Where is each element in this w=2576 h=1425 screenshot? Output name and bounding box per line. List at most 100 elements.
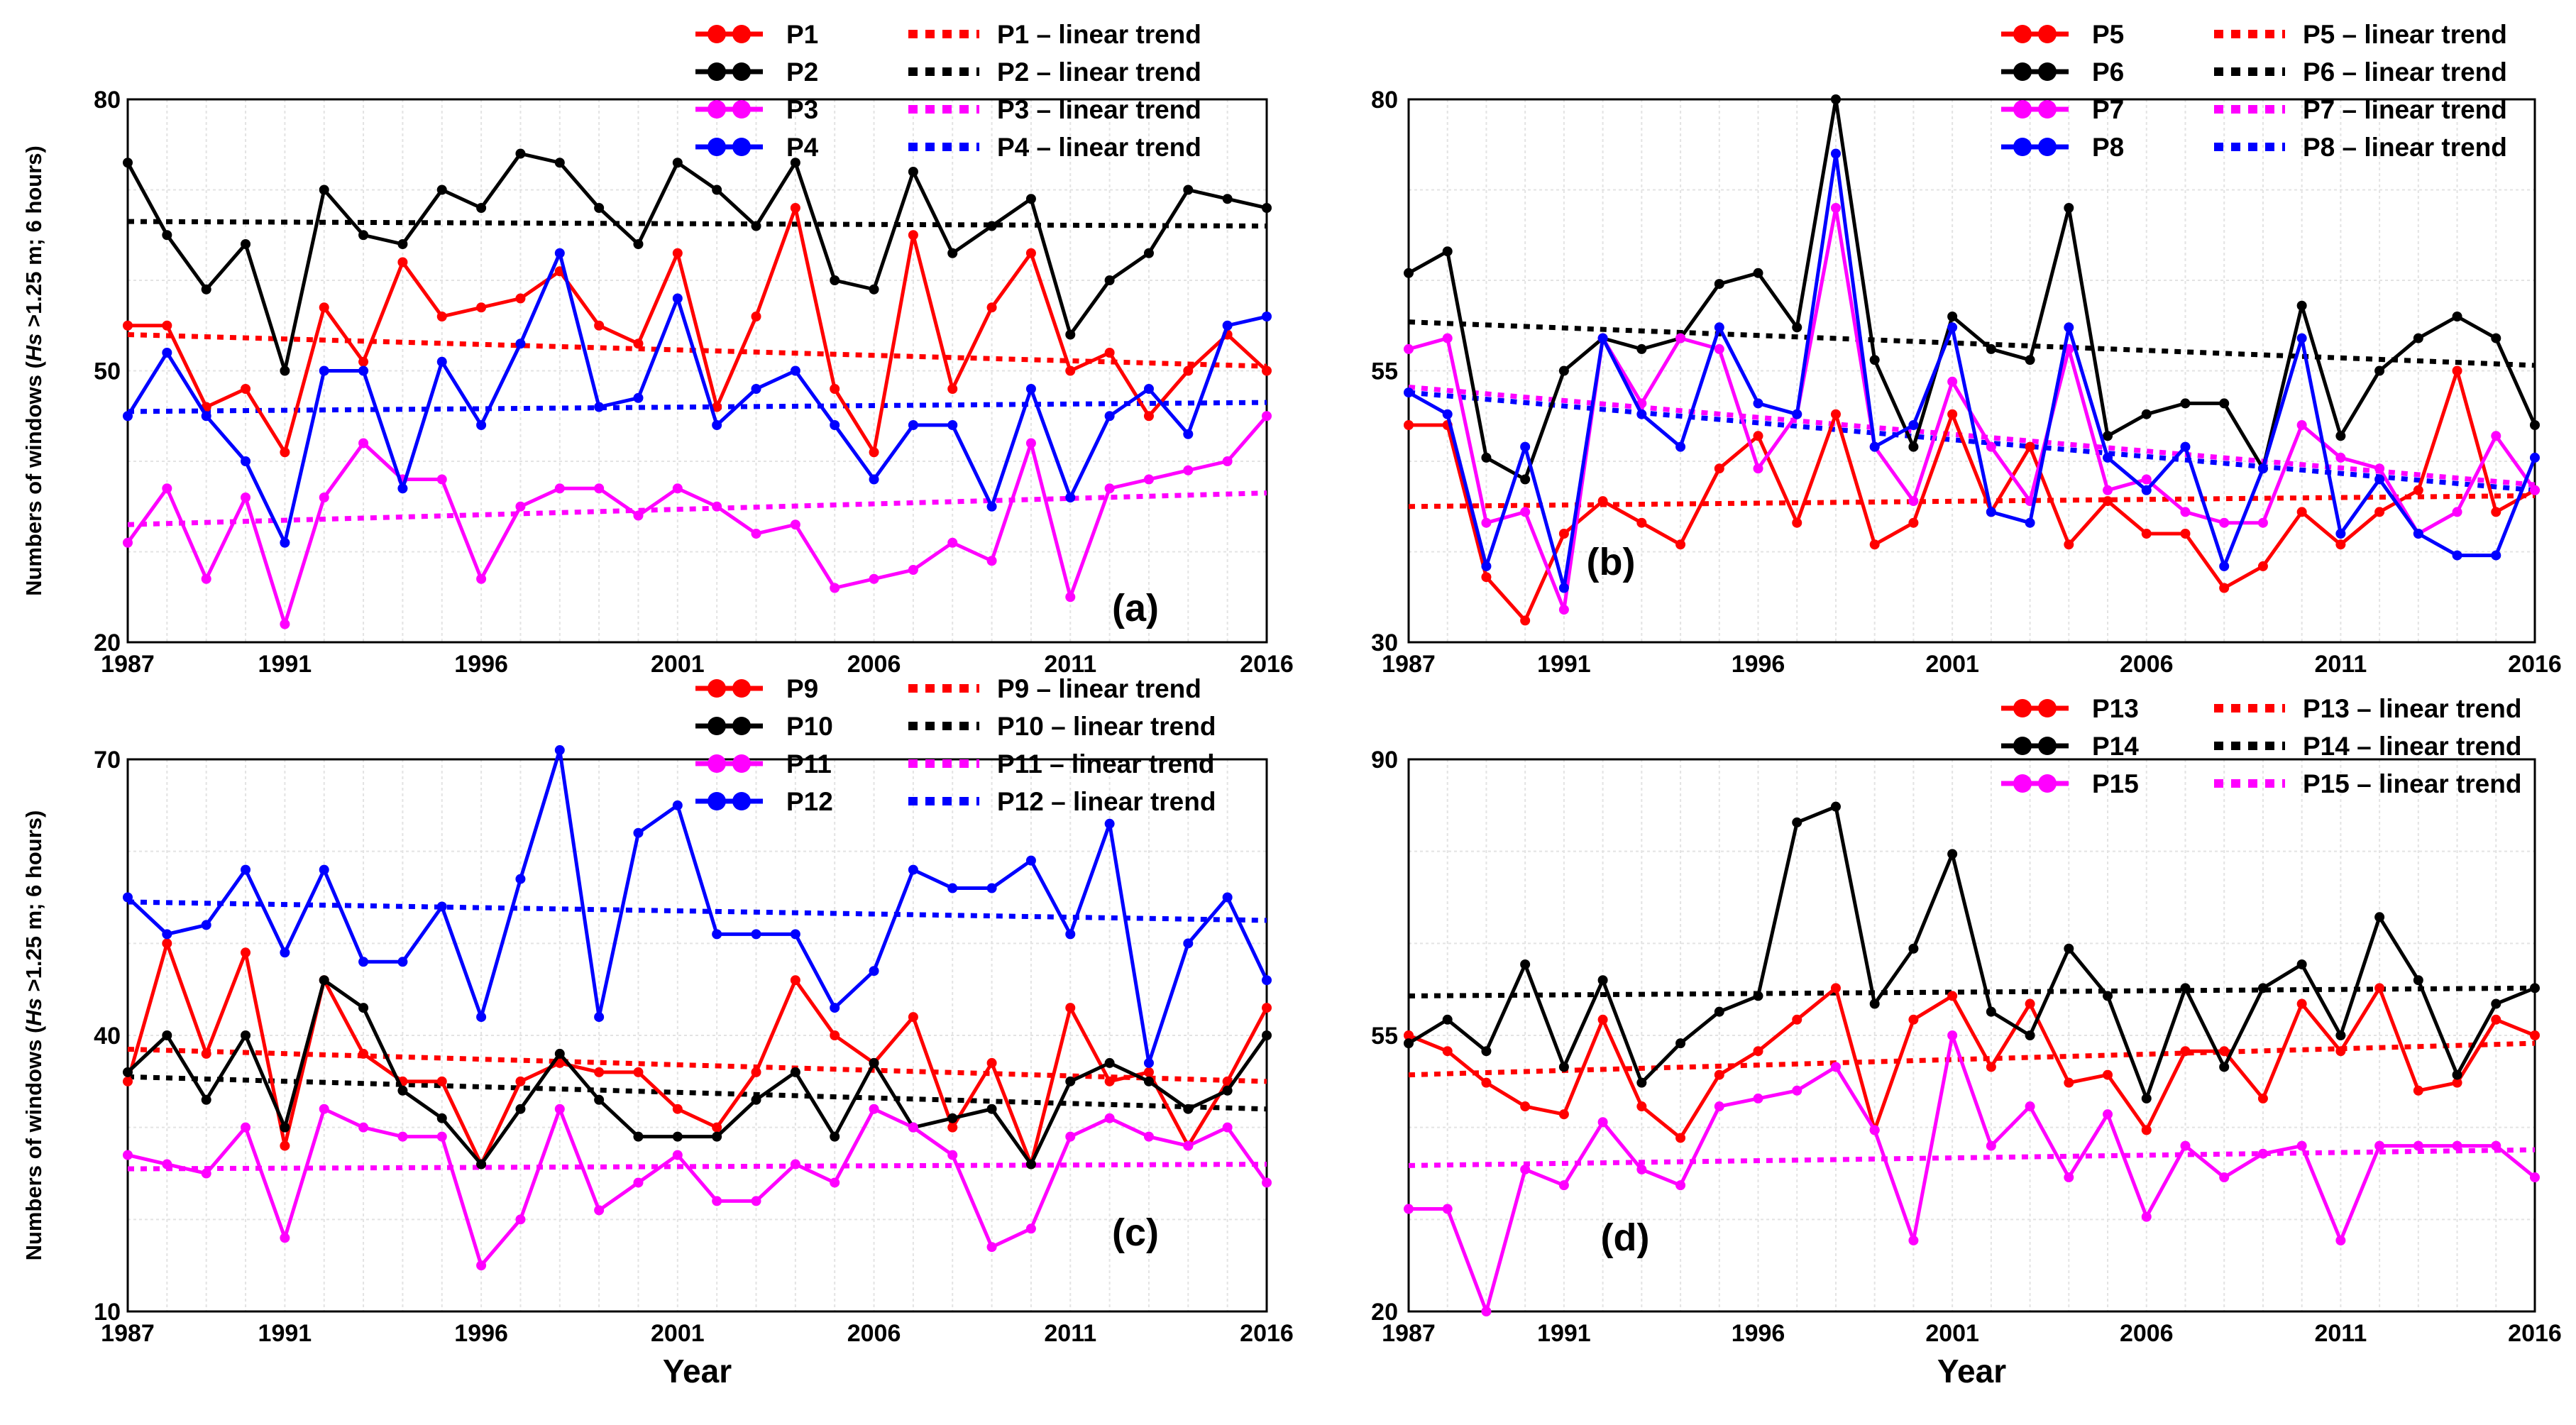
- trend-line-p14: [1408, 985, 2536, 998]
- series-line: [1409, 1033, 2536, 1314]
- data-point: [2491, 550, 2501, 561]
- data-point: [1597, 496, 1608, 507]
- data-point: [397, 957, 408, 967]
- data-point: [2180, 441, 2191, 452]
- data-point: [2025, 517, 2035, 528]
- data-point: [241, 493, 251, 502]
- data-point: [2141, 1211, 2152, 1222]
- data-point: [2219, 583, 2230, 593]
- data-point: [554, 1057, 565, 1068]
- y-tick-label: 80: [1371, 87, 1398, 114]
- trend-line-p11: [127, 1162, 1267, 1172]
- data-point: [1404, 1038, 1414, 1049]
- x-tick-label: 2016: [1240, 1320, 1294, 1347]
- data-point: [2452, 1069, 2462, 1080]
- legend-label: P1: [786, 20, 818, 49]
- legend-marker-swatch: [732, 62, 751, 81]
- legend-marker-swatch: [2038, 100, 2057, 119]
- data-point: [633, 827, 644, 838]
- data-point: [1262, 411, 1272, 422]
- data-point: [1714, 1101, 1724, 1112]
- axes-frame: [1407, 98, 2536, 644]
- data-point: [2103, 1069, 2113, 1080]
- data-point: [1442, 1204, 1453, 1214]
- series-line: [126, 414, 1268, 626]
- trend-line-p15: [1408, 1147, 2536, 1168]
- data-point: [869, 284, 879, 295]
- data-point: [162, 938, 172, 949]
- legend-marker-swatch: [708, 717, 726, 735]
- legend-marker-swatch: [732, 138, 751, 156]
- trend-line-p8: [1408, 390, 2536, 493]
- data-point: [790, 1067, 800, 1077]
- data-point: [1792, 409, 1802, 419]
- y-tick-label: 30: [1371, 629, 1398, 656]
- data-point: [1104, 483, 1115, 494]
- data-point: [1442, 246, 1453, 257]
- legend-marker-swatch: [2013, 737, 2032, 755]
- data-point: [319, 864, 329, 875]
- data-point: [436, 1131, 447, 1142]
- data-point: [1869, 441, 1880, 452]
- data-point: [436, 901, 447, 912]
- data-point: [1675, 539, 1686, 550]
- series-line: [1407, 805, 2536, 1101]
- data-point: [436, 474, 447, 485]
- data-point: [1222, 892, 1233, 903]
- legend: P9 P9 – linear trend P10 P10 – linear trend…: [695, 674, 1216, 816]
- legend-trend-label: P1 – linear trend: [997, 20, 1201, 49]
- data-point: [790, 203, 800, 213]
- x-tick-label: 1996: [454, 1320, 508, 1347]
- x-axis-label: Year: [1937, 1353, 2006, 1390]
- data-point: [1183, 465, 1194, 475]
- x-tick-label: 2001: [1925, 1320, 1979, 1347]
- legend-label: P14: [2092, 732, 2139, 761]
- x-tick-label: 2011: [1044, 1320, 1096, 1347]
- data-point: [1558, 529, 1569, 539]
- data-point: [1065, 1003, 1076, 1013]
- data-point: [633, 1131, 644, 1142]
- data-point: [2296, 333, 2307, 343]
- trend-line-p13: [1408, 1040, 2536, 1078]
- data-point: [2141, 474, 2152, 485]
- data-point: [2296, 507, 2307, 517]
- data-point: [554, 248, 565, 258]
- data-point: [2064, 203, 2074, 213]
- data-point: [241, 456, 251, 466]
- data-point: [1481, 572, 1492, 583]
- legend-marker-swatch: [708, 754, 726, 773]
- data-point: [1143, 248, 1154, 258]
- data-point: [1404, 387, 1414, 398]
- data-point: [123, 1076, 133, 1086]
- data-point: [830, 420, 840, 430]
- data-point: [2530, 983, 2540, 994]
- data-point: [123, 158, 133, 168]
- data-point: [712, 929, 722, 940]
- x-tick-label: 1987: [101, 651, 155, 678]
- data-point: [1222, 1122, 1233, 1133]
- data-point: [515, 1104, 526, 1114]
- data-point: [1104, 1076, 1115, 1086]
- legend-marker-swatch: [708, 679, 726, 698]
- legend-trend-label: P6 – linear trend: [2303, 57, 2507, 87]
- data-point: [123, 320, 133, 331]
- data-point: [397, 257, 408, 268]
- legend-trend-label: P4 – linear trend: [997, 133, 1201, 162]
- data-point: [358, 1003, 369, 1013]
- data-point: [790, 1159, 800, 1170]
- data-point: [751, 312, 761, 321]
- data-point: [358, 365, 369, 376]
- data-point: [123, 1150, 133, 1160]
- data-point: [2180, 1046, 2191, 1057]
- legend-label: P9: [786, 674, 818, 703]
- x-tick-label: 2006: [847, 1320, 901, 1347]
- data-point: [241, 1122, 251, 1133]
- series-line: [1408, 986, 2536, 1140]
- legend-trend-label: P13 – linear trend: [2303, 694, 2521, 723]
- data-point: [1404, 343, 1414, 354]
- data-point: [476, 302, 487, 313]
- data-point: [751, 1094, 761, 1105]
- data-point: [672, 158, 683, 168]
- legend-label: P15: [2092, 769, 2139, 798]
- data-point: [1025, 855, 1036, 866]
